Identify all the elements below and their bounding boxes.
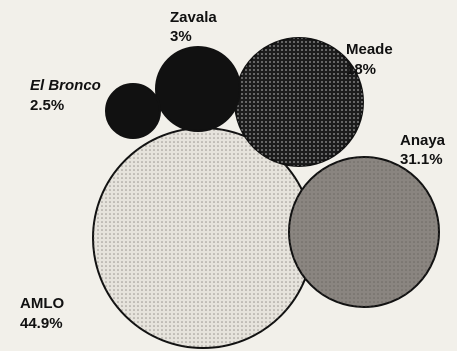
label-zavala-name: Zavala xyxy=(170,9,217,26)
bubble-zavala xyxy=(155,46,241,132)
label-anaya-value: 31.1% xyxy=(400,151,443,168)
bubble-anaya-texture xyxy=(289,157,439,307)
label-anaya-name: Anaya xyxy=(400,132,446,149)
bubble-el-bronco xyxy=(105,83,161,139)
bubble-meade-texture xyxy=(235,38,363,166)
label-meade-name: Meade xyxy=(346,41,393,58)
bubble-anaya xyxy=(288,156,440,308)
label-amlo-name: AMLO xyxy=(20,295,64,312)
bubble-amlo-texture xyxy=(93,128,313,348)
label-el-bronco-name: El Bronco xyxy=(30,77,101,94)
label-el-bronco-value: 2.5% xyxy=(30,97,64,114)
label-meade-value: 18% xyxy=(346,61,376,78)
bubble-el-bronco-circle xyxy=(105,83,161,139)
bubble-zavala-circle xyxy=(155,46,241,132)
bubble-meade xyxy=(234,37,364,167)
bubble-amlo xyxy=(92,127,314,349)
label-zavala-value: 3% xyxy=(170,28,192,45)
label-amlo-value: 44.9% xyxy=(20,315,63,332)
